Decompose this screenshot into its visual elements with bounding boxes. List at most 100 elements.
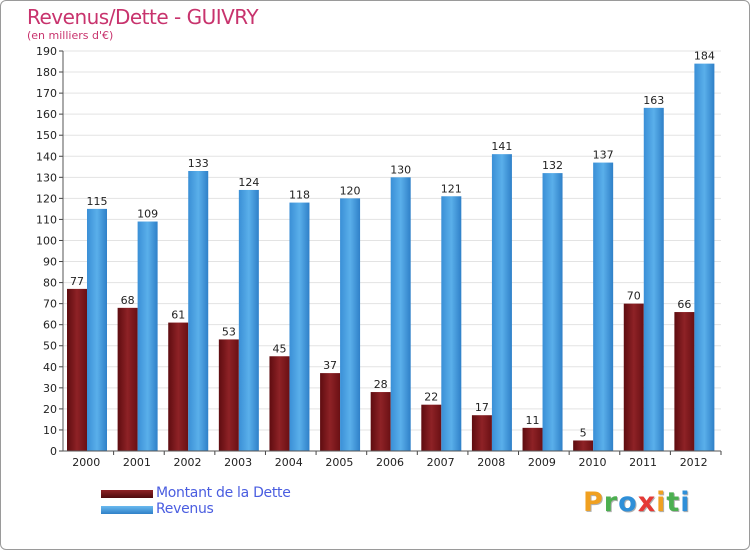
revenus-bar bbox=[340, 198, 361, 451]
y-tick-label: 160 bbox=[36, 108, 57, 121]
debt-value-label: 66 bbox=[677, 298, 691, 311]
revenus-bar bbox=[289, 202, 310, 451]
x-tick-label: 2010 bbox=[578, 456, 606, 469]
debt-bar bbox=[168, 322, 189, 451]
debt-value-label: 77 bbox=[70, 275, 84, 288]
y-tick-label: 130 bbox=[36, 171, 57, 184]
debt-bar bbox=[320, 373, 341, 451]
revenus-value-label: 184 bbox=[694, 50, 715, 63]
x-tick-label: 2006 bbox=[376, 456, 404, 469]
debt-bar bbox=[522, 427, 543, 451]
revenus-bar bbox=[694, 63, 715, 451]
revenus-value-label: 115 bbox=[87, 195, 108, 208]
debt-value-label: 70 bbox=[627, 290, 641, 303]
revenus-value-label: 130 bbox=[390, 163, 411, 176]
revenus-bar bbox=[238, 189, 259, 451]
y-tick-label: 100 bbox=[36, 234, 57, 247]
x-tick-label: 2001 bbox=[123, 456, 151, 469]
y-tick-label: 70 bbox=[43, 298, 57, 311]
debt-value-label: 22 bbox=[424, 391, 438, 404]
revenus-value-label: 141 bbox=[491, 140, 512, 153]
y-tick-label: 170 bbox=[36, 87, 57, 100]
y-axis: 0 10 20 30 40 50 60 70 80 90 100 110 120 130 140 150 160… bbox=[36, 45, 64, 458]
x-tick-label: 2003 bbox=[224, 456, 252, 469]
y-tick-label: 150 bbox=[36, 129, 57, 142]
y-tick-label: 140 bbox=[36, 150, 57, 163]
y-tick-label: 80 bbox=[43, 277, 57, 290]
logo-letter: o bbox=[618, 487, 638, 518]
debt-bar bbox=[471, 415, 492, 451]
debt-value-label: 45 bbox=[272, 342, 286, 355]
revenus-bar bbox=[137, 221, 158, 451]
debt-value-label: 11 bbox=[526, 414, 540, 427]
legend-swatch-debt bbox=[101, 490, 153, 498]
revenus-value-label: 109 bbox=[137, 208, 158, 221]
x-tick-label: 2012 bbox=[680, 456, 708, 469]
y-tick-label: 30 bbox=[43, 382, 57, 395]
debt-bar bbox=[117, 307, 138, 451]
revenus-bar bbox=[441, 196, 462, 451]
revenus-bar bbox=[491, 154, 512, 451]
revenus-value-label: 120 bbox=[340, 184, 361, 197]
y-tick-label: 90 bbox=[43, 256, 57, 269]
y-tick-label: 180 bbox=[36, 66, 57, 79]
y-tick-label: 190 bbox=[36, 45, 57, 58]
y-tick-label: 10 bbox=[43, 424, 57, 437]
y-tick-label: 120 bbox=[36, 192, 57, 205]
debt-bar bbox=[623, 303, 644, 451]
revenus-value-label: 121 bbox=[441, 182, 462, 195]
debt-bar bbox=[67, 288, 87, 451]
y-tick-label: 0 bbox=[50, 445, 57, 458]
logo-letter: P bbox=[583, 487, 604, 518]
revenus-bar bbox=[593, 162, 614, 451]
debt-value-label: 68 bbox=[121, 294, 135, 307]
revenus-bar bbox=[542, 173, 563, 451]
x-tick-label: 2011 bbox=[629, 456, 657, 469]
debt-bar bbox=[370, 392, 391, 451]
revenus-value-label: 118 bbox=[289, 189, 310, 202]
revenus-value-label: 124 bbox=[238, 176, 259, 189]
y-tick-label: 40 bbox=[43, 361, 57, 374]
x-tick-label: 2002 bbox=[174, 456, 202, 469]
revenus-bar bbox=[390, 177, 411, 451]
revenus-bar bbox=[87, 208, 107, 451]
debt-value-label: 53 bbox=[222, 325, 236, 338]
revenus-bar bbox=[643, 107, 664, 451]
legend-label-debt: Montant de la Dette bbox=[156, 485, 291, 501]
debt-bar bbox=[218, 339, 239, 451]
logo-letter: t bbox=[666, 487, 681, 518]
logo-letter: i bbox=[680, 487, 691, 518]
chart-title: Revenus/Dette - GUIVRY bbox=[27, 5, 259, 29]
x-tick-label: 2004 bbox=[275, 456, 303, 469]
proxiti-logo: Proxiti bbox=[583, 487, 691, 518]
revenus-value-label: 163 bbox=[643, 94, 664, 107]
x-tick-label: 2008 bbox=[477, 456, 505, 469]
x-tick-label: 2007 bbox=[427, 456, 455, 469]
y-tick-label: 20 bbox=[43, 403, 57, 416]
logo-letter: x bbox=[637, 487, 657, 518]
x-tick-label: 2009 bbox=[528, 456, 556, 469]
debt-bar bbox=[421, 404, 442, 451]
revenus-value-label: 132 bbox=[542, 159, 563, 172]
revenus-bar bbox=[188, 171, 209, 451]
debt-value-label: 5 bbox=[580, 426, 587, 439]
x-tick-label: 2000 bbox=[72, 456, 100, 469]
debt-value-label: 17 bbox=[475, 401, 489, 414]
legend-label-revenus: Revenus bbox=[156, 501, 214, 517]
logo-letter: i bbox=[656, 487, 667, 518]
y-tick-label: 60 bbox=[43, 319, 57, 332]
debt-value-label: 28 bbox=[374, 378, 388, 391]
x-axis: 2000 2001 2002 2003 2004 2005 2006 2007 2008 2009… bbox=[63, 450, 722, 469]
logo-letter: r bbox=[603, 487, 619, 518]
x-tick-label: 2005 bbox=[325, 456, 353, 469]
y-tick-label: 50 bbox=[43, 340, 57, 353]
debt-bar bbox=[269, 356, 290, 451]
debt-bar bbox=[674, 312, 695, 451]
y-tick-label: 110 bbox=[36, 213, 57, 226]
debt-value-label: 37 bbox=[323, 359, 337, 372]
revenus-value-label: 137 bbox=[593, 149, 614, 162]
debt-value-label: 61 bbox=[171, 309, 185, 322]
bars: 7711568109611335312445118371202813022121… bbox=[67, 50, 715, 451]
